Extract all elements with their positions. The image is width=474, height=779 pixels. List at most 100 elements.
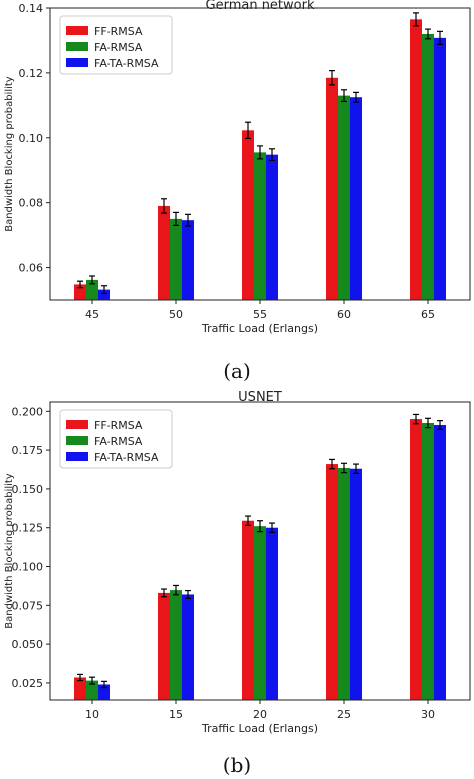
bar-fa-rmsa-55 (254, 152, 266, 300)
error-bar-fa-rmsa-10 (89, 676, 95, 685)
error-bar-fa-ta-rmsa-15 (185, 589, 191, 599)
x-tick-label: 65 (421, 308, 435, 321)
bar-fa-ta-rmsa-30 (434, 424, 446, 700)
bar-fa-ta-rmsa-25 (350, 468, 362, 700)
y-tick-label: 0.050 (12, 638, 44, 651)
error-bar-fa-rmsa-15 (173, 584, 179, 596)
x-tick-label: 15 (169, 708, 183, 721)
chart-title: USNET (238, 390, 282, 405)
error-bar-fa-rmsa-65 (425, 28, 431, 40)
legend-swatch-fa-rmsa (66, 42, 88, 51)
error-bar-fa-ta-rmsa-65 (437, 30, 443, 45)
y-axis-label: Bandwidth Blocking probability (4, 473, 15, 629)
bar-ff-rmsa-60 (326, 77, 338, 300)
y-tick-label: 0.12 (19, 67, 44, 80)
legend-label-fa-ta-rmsa: FA-TA-RMSA (94, 451, 159, 464)
error-bar-fa-rmsa-45 (89, 275, 95, 285)
bar-ff-rmsa-10 (74, 677, 86, 700)
bar-ff-rmsa-55 (242, 130, 254, 300)
error-bar-fa-rmsa-50 (173, 211, 179, 226)
x-tick-label: 30 (421, 708, 435, 721)
bar-fa-rmsa-25 (338, 467, 350, 700)
error-bar-fa-ta-rmsa-10 (101, 680, 107, 689)
error-bar-ff-rmsa-65 (413, 12, 419, 27)
bar-fa-ta-rmsa-55 (266, 154, 278, 300)
error-bar-ff-rmsa-15 (161, 588, 167, 598)
legend-label-fa-rmsa: FA-RMSA (94, 41, 143, 54)
error-bar-fa-ta-rmsa-55 (269, 148, 275, 162)
error-bar-ff-rmsa-55 (245, 121, 251, 140)
legend: FF-RMSA FA-RMSA FA-TA-RMSA (59, 15, 173, 75)
y-tick-label: 0.10 (19, 132, 44, 145)
error-bar-ff-rmsa-50 (161, 198, 167, 214)
bar-ff-rmsa-30 (410, 419, 422, 700)
error-bar-fa-ta-rmsa-50 (185, 213, 191, 227)
legend-label-ff-rmsa: FF-RMSA (94, 25, 143, 38)
y-tick-label: 0.075 (12, 599, 44, 612)
x-axis-label: Traffic Load (Erlangs) (201, 722, 318, 735)
legend-swatch-fa-ta-rmsa (66, 58, 88, 67)
error-bar-fa-rmsa-20 (257, 520, 263, 533)
x-tick-label: 55 (253, 308, 267, 321)
bar-fa-rmsa-10 (86, 680, 98, 700)
legend-swatch-fa-rmsa (66, 436, 88, 445)
bar-fa-rmsa-60 (338, 95, 350, 300)
error-bar-fa-ta-rmsa-60 (353, 91, 359, 103)
error-bar-fa-rmsa-55 (257, 145, 263, 160)
bar-fa-rmsa-65 (422, 33, 434, 300)
error-bar-fa-rmsa-30 (425, 417, 431, 429)
error-bar-ff-rmsa-25 (329, 458, 335, 470)
error-bar-fa-ta-rmsa-45 (101, 285, 107, 295)
x-tick-label: 25 (337, 708, 351, 721)
bar-fa-ta-rmsa-20 (266, 527, 278, 700)
bar-ff-rmsa-50 (158, 205, 170, 300)
bar-fa-ta-rmsa-65 (434, 37, 446, 301)
y-tick-label: 0.025 (12, 677, 44, 690)
error-bar-fa-ta-rmsa-25 (353, 463, 359, 474)
bar-fa-ta-rmsa-10 (98, 684, 110, 700)
y-tick-label: 0.125 (12, 522, 44, 535)
chart-2: USNET 0.025 0.050 0.075 0.100 0.125 0.150 0.175… (4, 390, 471, 777)
y-tick-label: 0.06 (19, 262, 44, 275)
legend-swatch-fa-ta-rmsa (66, 452, 88, 461)
bar-fa-rmsa-45 (86, 279, 98, 300)
x-axis-label: Traffic Load (Erlangs) (201, 322, 318, 335)
legend-swatch-ff-rmsa (66, 26, 88, 35)
bar-fa-rmsa-20 (254, 526, 266, 700)
bar-fa-rmsa-30 (422, 422, 434, 700)
bar-fa-ta-rmsa-45 (98, 289, 110, 300)
chart-1: German network 0.06 0.08 0.10 0.12 0.14 45 50 55… (4, 0, 471, 383)
bar-fa-ta-rmsa-60 (350, 97, 362, 300)
x-tick-label: 60 (337, 308, 351, 321)
x-tick-label: 50 (169, 308, 183, 321)
bar-ff-rmsa-45 (74, 284, 86, 300)
bar-fa-ta-rmsa-15 (182, 594, 194, 700)
y-tick-label: 0.200 (12, 405, 44, 418)
y-tick-label: 0.175 (12, 444, 44, 457)
error-bar-fa-rmsa-60 (341, 89, 347, 103)
bar-fa-ta-rmsa-50 (182, 220, 194, 300)
y-tick-label: 0.100 (12, 561, 44, 574)
error-bar-ff-rmsa-10 (77, 673, 83, 682)
legend-swatch-ff-rmsa (66, 420, 88, 429)
legend-label-fa-rmsa: FA-RMSA (94, 435, 143, 448)
x-tick-label: 10 (85, 708, 99, 721)
bar-fa-rmsa-15 (170, 590, 182, 700)
error-bar-ff-rmsa-30 (413, 413, 419, 425)
legend-label-fa-ta-rmsa: FA-TA-RMSA (94, 57, 159, 70)
bar-ff-rmsa-20 (242, 520, 254, 700)
bar-ff-rmsa-25 (326, 464, 338, 700)
error-bar-ff-rmsa-20 (245, 515, 251, 526)
error-bar-ff-rmsa-45 (77, 280, 83, 289)
figure-caption: (b) (223, 753, 251, 777)
bar-ff-rmsa-65 (410, 19, 422, 300)
y-axis-label: Bandwidth Blocking probability (4, 76, 15, 232)
x-tick-label: 45 (85, 308, 99, 321)
error-bar-fa-ta-rmsa-20 (269, 522, 275, 533)
error-bar-fa-ta-rmsa-30 (437, 420, 443, 430)
y-tick-label: 0.14 (19, 2, 44, 15)
x-tick-label: 20 (253, 708, 267, 721)
chart-title: German network (206, 0, 315, 13)
bar-ff-rmsa-15 (158, 592, 170, 700)
